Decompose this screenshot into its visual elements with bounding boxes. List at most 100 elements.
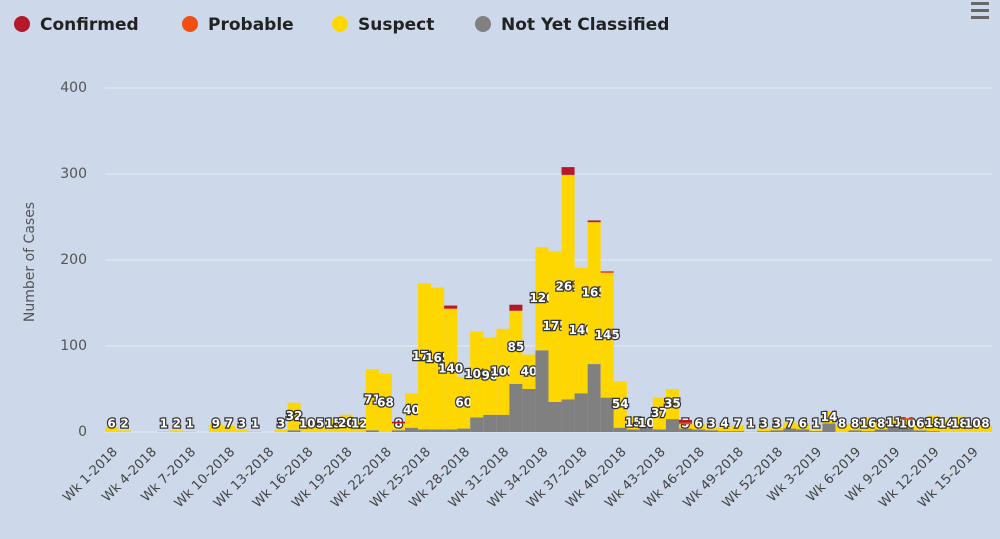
bar-segment xyxy=(457,376,471,429)
bar-segment xyxy=(587,364,601,432)
bar-segment xyxy=(522,354,536,389)
bar-segment xyxy=(561,167,575,175)
data-label: 68 xyxy=(377,395,394,409)
bar-segment xyxy=(313,427,327,432)
bar-segment xyxy=(105,426,119,432)
bar-segment xyxy=(874,422,888,430)
data-label: 6 xyxy=(799,417,807,431)
data-label: 14 xyxy=(938,417,955,431)
bar-segment xyxy=(378,373,392,432)
bar-segment xyxy=(809,430,823,432)
data-label: 3 xyxy=(760,417,768,431)
data-label: 60 xyxy=(455,395,472,409)
bar-segment xyxy=(587,222,601,365)
bar-segment xyxy=(509,304,523,311)
bar-segment xyxy=(496,414,510,432)
bar-segment xyxy=(548,251,562,402)
data-label: 15 xyxy=(325,417,342,431)
bar-segment xyxy=(822,423,836,432)
bar-segment xyxy=(848,423,862,431)
data-label: 12 xyxy=(351,417,368,431)
bar-segment xyxy=(222,425,236,432)
bar-segment xyxy=(391,423,406,431)
bar-segment xyxy=(535,247,549,351)
bar-segment xyxy=(470,331,484,418)
bar-segment xyxy=(287,430,301,432)
data-label: 8 xyxy=(394,417,402,431)
bar-segment xyxy=(796,429,810,432)
data-label: 35 xyxy=(664,397,681,411)
bar-segment xyxy=(274,429,288,432)
bar-segment xyxy=(691,424,706,430)
menu-icon[interactable] xyxy=(971,2,989,19)
legend-marker xyxy=(332,16,348,32)
data-label: 6 xyxy=(916,417,924,431)
data-label: 1 xyxy=(747,417,755,431)
bar-segment xyxy=(444,429,458,432)
bar-segment xyxy=(405,393,419,428)
bar-segment xyxy=(209,424,223,432)
bar-segment xyxy=(574,393,588,432)
bar-segment xyxy=(705,427,719,431)
bar-segment xyxy=(183,431,197,432)
bar-segment xyxy=(405,427,419,432)
bar-segment xyxy=(626,429,640,432)
bar-segment xyxy=(600,271,614,273)
data-label: 1 xyxy=(186,417,194,431)
bar-segment xyxy=(157,431,171,432)
bar-segment xyxy=(913,425,927,431)
data-label: 15 xyxy=(625,415,642,429)
bar-segment xyxy=(757,428,771,432)
data-label: 140 xyxy=(438,362,463,376)
bar-segment xyxy=(522,389,536,432)
data-label: 6 xyxy=(107,417,115,431)
data-label: 3 xyxy=(773,417,781,431)
bar-segment xyxy=(639,427,653,432)
data-label: 4 xyxy=(720,417,728,431)
bar-segment xyxy=(678,428,692,432)
bar-segment xyxy=(809,431,823,432)
data-label: 3 xyxy=(277,417,285,431)
bar-segment xyxy=(613,427,627,432)
legend-marker xyxy=(14,16,30,32)
data-label: 10 xyxy=(299,417,316,431)
bar-segment xyxy=(952,416,966,432)
bar-segment xyxy=(548,401,562,432)
data-label: 7 xyxy=(786,417,794,431)
bar-segment xyxy=(691,429,706,432)
data-label: 8 xyxy=(981,417,989,431)
data-label: 3 xyxy=(707,417,715,431)
bar-segment xyxy=(770,427,784,431)
y-tick-label: 400 xyxy=(60,80,87,96)
data-label: 40 xyxy=(403,403,420,417)
legend-label: Not Yet Classified xyxy=(501,15,669,35)
y-tick-label: 300 xyxy=(60,166,87,182)
bar-segment xyxy=(418,283,432,430)
data-label: 10 xyxy=(964,417,981,431)
bar-segment xyxy=(431,287,445,430)
bar-segment xyxy=(600,272,614,398)
bar-segment xyxy=(626,416,640,430)
y-tick-label: 0 xyxy=(78,424,87,440)
data-label: 3 xyxy=(238,417,246,431)
bar-segment xyxy=(848,430,862,432)
bar-segment xyxy=(639,419,653,428)
bar-segment xyxy=(835,425,849,432)
bar-segment xyxy=(978,425,992,432)
bar-segment xyxy=(783,428,797,432)
bar-segment xyxy=(613,381,627,428)
bar-segment xyxy=(600,397,614,432)
bar-segment xyxy=(587,220,601,223)
data-label: 10 xyxy=(638,416,655,430)
bar-segment xyxy=(861,431,875,432)
bar-segment xyxy=(444,309,458,430)
data-label: 9 xyxy=(212,417,220,431)
bar-segment xyxy=(874,429,888,432)
data-label: 18 xyxy=(925,416,942,430)
bar-segment xyxy=(652,429,666,432)
bar-segment xyxy=(431,429,445,432)
legend-marker xyxy=(182,16,198,32)
bar-segment xyxy=(731,431,745,432)
legend-marker xyxy=(475,16,491,32)
bar-segment xyxy=(300,423,314,432)
